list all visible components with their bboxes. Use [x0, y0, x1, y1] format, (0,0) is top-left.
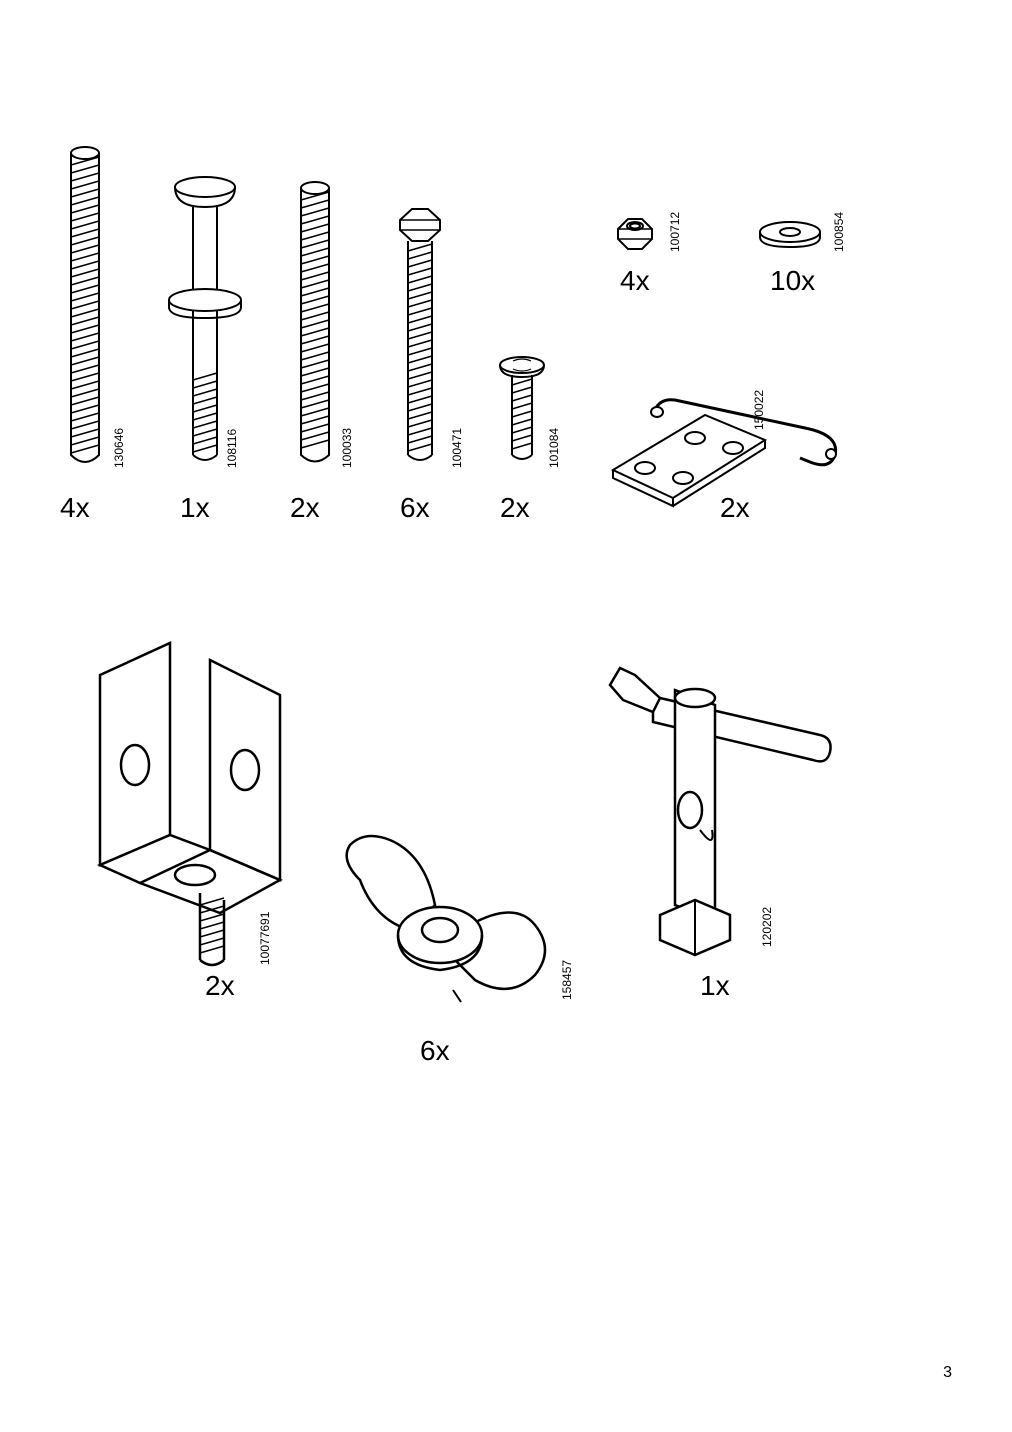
part-hex-bolt-long — [385, 205, 455, 465]
part-number: 100033 — [340, 428, 354, 468]
part-number: 100471 — [450, 428, 464, 468]
part-number: 158457 — [560, 960, 574, 1000]
qty-label: 2x — [500, 492, 530, 524]
part-wing-nut — [335, 830, 555, 1010]
qty-label: 1x — [700, 970, 730, 1002]
qty-label: 4x — [60, 492, 90, 524]
part-hex-nut — [610, 215, 660, 255]
part-number: 100712 — [668, 212, 682, 252]
part-washer — [755, 220, 825, 252]
part-screw-short — [495, 355, 550, 465]
page-number: 3 — [943, 1364, 952, 1382]
qty-label: 1x — [180, 492, 210, 524]
assembly-parts-page: 4x 1x 2x 6x 2x 4x 10x 2x 2x 6x 1x 130646… — [0, 0, 1012, 1432]
qty-label: 2x — [205, 970, 235, 1002]
part-wrench-tool — [605, 660, 835, 960]
part-number: 120202 — [760, 907, 774, 947]
part-number: 130646 — [112, 428, 126, 468]
part-number: 101084 — [547, 428, 561, 468]
qty-label: 6x — [420, 1035, 450, 1067]
part-threaded-rod-long — [55, 145, 115, 465]
part-number: 108116 — [225, 429, 239, 468]
part-threaded-rod-med — [285, 180, 345, 465]
qty-label: 2x — [720, 492, 750, 524]
qty-label: 2x — [290, 492, 320, 524]
part-number: 10077691 — [258, 912, 272, 965]
part-bolt-washer — [155, 175, 255, 465]
qty-label: 6x — [400, 492, 430, 524]
qty-label: 10x — [770, 265, 815, 297]
part-number: 150022 — [752, 390, 766, 430]
qty-label: 4x — [620, 265, 650, 297]
part-number: 100854 — [832, 212, 846, 252]
